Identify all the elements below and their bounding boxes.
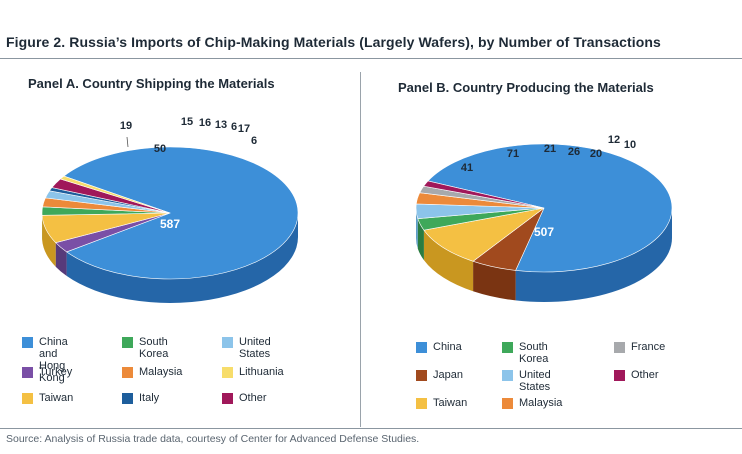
data-label-united-states: 13 [215,119,227,131]
legend-label: Taiwan [39,392,74,404]
data-label-other: 10 [624,139,636,151]
data-label-lithuania: 6 [251,135,257,147]
pie-side-japan [473,261,516,301]
legend-item-lithuania: Lithuania [222,366,284,378]
legend-item-other: Other [614,369,659,381]
legend-label: China and Hong Kong [39,336,68,384]
pie-side-south-korea [417,218,424,261]
data-label-china-and-hong-kong: 587 [160,217,180,231]
panel-divider [360,72,361,427]
legend-label: United States [519,369,551,393]
legend-swatch [122,337,133,348]
legend-label: Japan [433,369,463,381]
legend-swatch [416,342,427,353]
data-label-other: 17 [238,123,250,135]
legend-label: Italy [139,392,160,404]
legend-item-china: China [416,341,462,353]
legend-label: China [433,341,462,353]
legend-swatch [222,367,233,378]
bottom-rule [0,428,742,429]
legend-swatch [222,393,233,404]
legend-label: United States [239,336,271,360]
legend-item-turkey: Turkey [22,366,72,378]
panel-b-title: Panel B. Country Producing the Materials [398,80,654,95]
leader-line-turkey [126,136,129,148]
legend-swatch [122,393,133,404]
pie-slice-china [427,143,673,273]
legend-swatch [502,342,513,353]
legend-item-japan: Japan [416,369,463,381]
legend-item-other: Other [222,392,267,404]
pie-slice-other [423,180,545,209]
top-rule [0,58,742,59]
data-label-china: 507 [534,225,554,239]
legend-swatch [614,370,625,381]
data-label-france: 12 [608,134,620,146]
legend-label: Turkey [39,366,73,378]
legend-item-italy: Italy [122,392,159,404]
legend-label: Malaysia [519,397,563,409]
legend-label: Other [631,369,659,381]
legend-item-south-korea: South Korea [122,336,168,360]
legend-swatch [22,367,33,378]
source-note: Source: Analysis of Russia trade data, c… [6,433,420,445]
data-label-italy: 6 [231,121,237,133]
legend-label: Taiwan [433,397,468,409]
legend-swatch [122,367,133,378]
legend-label: Malaysia [139,366,183,378]
pie-side-turkey [55,242,67,276]
legend-item-malaysia: Malaysia [502,397,562,409]
pie-slice-china-and-hong-kong [63,146,299,280]
data-label-turkey: 19 [120,120,132,132]
legend-label: Other [239,392,267,404]
legend-swatch [502,370,513,381]
legend-swatch [416,398,427,409]
pie-slice-taiwan [423,207,545,262]
legend-label: France [631,341,666,353]
legend-item-united-states: United States [502,369,551,393]
data-label-south-korea: 15 [181,116,193,128]
legend-item-taiwan: Taiwan [22,392,73,404]
legend-item-france: France [614,341,665,353]
legend-label: South Korea [519,341,549,365]
legend-label: Lithuania [239,366,284,378]
legend-swatch [502,398,513,409]
legend-swatch [614,342,625,353]
pie-side-taiwan [423,230,474,292]
legend-swatch [22,393,33,404]
data-label-malaysia: 16 [199,117,211,129]
legend-item-taiwan: Taiwan [416,397,467,409]
pie-side-china-and-hong-kong [66,213,298,303]
legend-swatch [22,337,33,348]
legend-item-malaysia: Malaysia [122,366,182,378]
data-label-malaysia: 20 [590,148,602,160]
data-label-taiwan: 71 [507,148,519,160]
data-label-south-korea: 21 [544,143,556,155]
panel-a-title: Panel A. Country Shipping the Materials [28,76,275,91]
legend-label: South Korea [139,336,169,360]
pie-side-china [515,208,672,302]
pie-slice-lithuania [59,175,171,214]
legend-item-china-and-hong-kong: China and Hong Kong [22,336,68,384]
figure-title: Figure 2. Russia’s Imports of Chip-Makin… [6,34,661,50]
legend-swatch [416,370,427,381]
legend-item-united-states: United States [222,336,271,360]
legend-swatch [222,337,233,348]
data-label-united-states: 26 [568,146,580,158]
pie-side-taiwan [42,215,56,267]
data-label-taiwan: 50 [154,143,166,155]
data-label-japan: 41 [461,162,473,174]
legend-item-south-korea: South Korea [502,341,548,365]
